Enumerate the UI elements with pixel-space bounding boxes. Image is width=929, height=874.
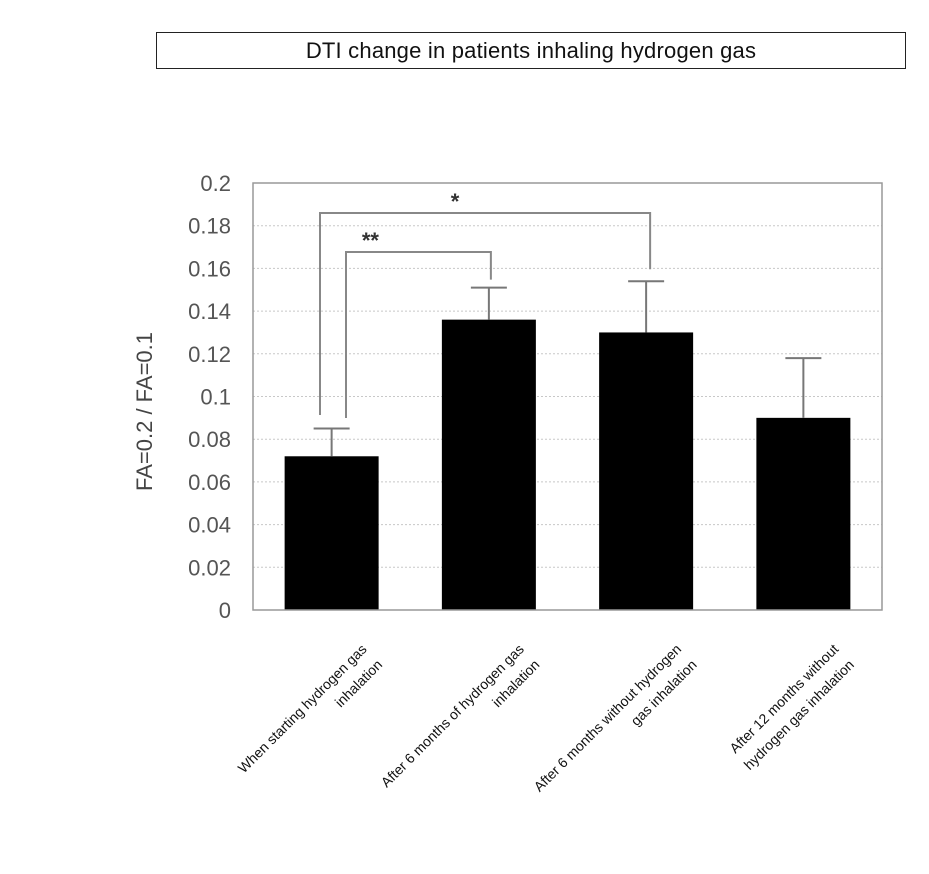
bar <box>285 456 379 610</box>
y-tick-label: 0.02 <box>188 555 231 580</box>
y-tick-label: 0 <box>219 598 231 623</box>
y-tick-label: 0.14 <box>188 299 231 324</box>
x-category-labels: When starting hydrogen gasinhalationAfte… <box>235 641 858 810</box>
significance-label: ** <box>362 228 380 253</box>
error-bars <box>314 281 822 456</box>
y-tick-label: 0.18 <box>188 214 231 239</box>
y-tick-label: 0.12 <box>188 342 231 367</box>
y-tick-label: 0.16 <box>188 256 231 281</box>
x-category-label-line: After 6 months of hydrogen gas <box>378 641 527 790</box>
x-category-label: After 12 months withouthydrogen gas inha… <box>725 641 857 773</box>
bar <box>599 332 693 610</box>
y-tick-label: 0.1 <box>200 385 231 410</box>
significance-label: * <box>451 189 460 214</box>
y-tick-labels: 0 0.02 0.04 0.06 0.08 0.1 0.12 0.14 0.16 0.18 0.2 <box>188 171 231 623</box>
bar <box>756 418 850 610</box>
y-axis-label: FA=0.2 / FA=0.1 <box>132 332 157 491</box>
bar <box>442 320 536 610</box>
x-category-label: After 6 months without hydrogengas inhal… <box>530 641 699 810</box>
x-category-label-line: When starting hydrogen gas <box>235 641 370 776</box>
x-category-label: When starting hydrogen gasinhalation <box>235 641 386 792</box>
y-tick-label: 0.04 <box>188 513 231 538</box>
bars <box>285 320 851 610</box>
x-category-label-line: After 6 months without hydrogen <box>530 641 684 795</box>
y-tick-label: 0.2 <box>200 171 231 196</box>
y-tick-label: 0.06 <box>188 470 231 495</box>
x-category-label: After 6 months of hydrogen gasinhalation <box>378 641 543 806</box>
y-tick-label: 0.08 <box>188 427 231 452</box>
